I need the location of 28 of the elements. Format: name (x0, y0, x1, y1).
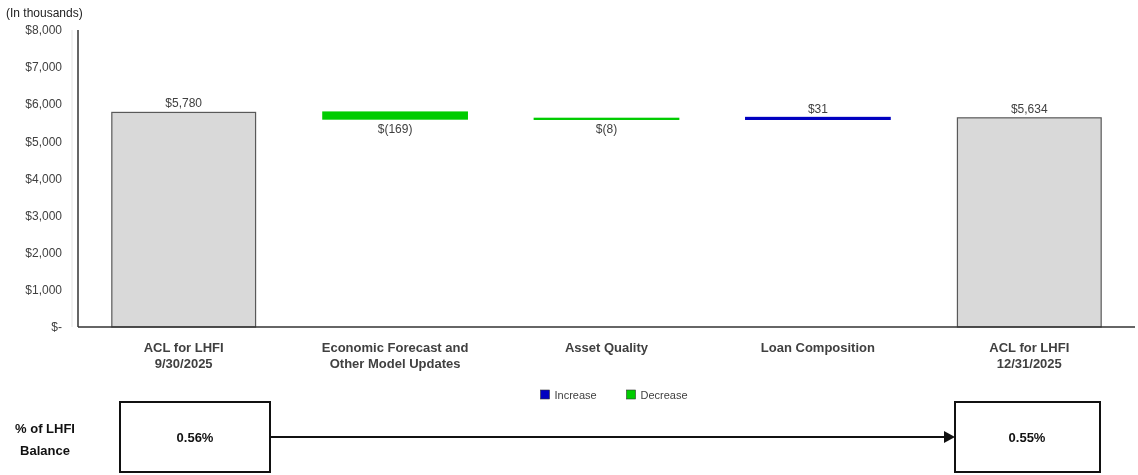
text: % of LHFI Balance (15, 421, 75, 458)
data-label: $(8) (595, 121, 618, 136)
x-tick-label: ACL for LHFI 12/31/2025 (989, 340, 1070, 371)
x-tick-label: Economic Forecast and Other Model Updates (321, 340, 469, 371)
y-tick-label: $4,000 (25, 171, 63, 186)
text: 0.55% (1008, 429, 1046, 445)
bar (322, 111, 468, 120)
text: 0.56% (176, 429, 214, 445)
data-label: $31 (807, 101, 829, 116)
y-tick-label: $7,000 (25, 60, 63, 75)
y-tick-label: $2,000 (25, 245, 63, 260)
legend-label: Increase (554, 388, 597, 401)
y-axis-title: (In thousands) (6, 6, 83, 20)
data-label: $(169) (377, 121, 413, 136)
x-tick-label: Loan Composition (760, 340, 875, 355)
y-tick-label: $1,000 (25, 283, 63, 298)
y-tick-label: $6,000 (25, 97, 63, 112)
x-tick-label: Asset Quality (564, 340, 649, 355)
data-label: $5,780 (165, 96, 203, 111)
bar (956, 117, 1102, 328)
legend-label: Decrease (640, 388, 688, 401)
data-label: $5,634 (1010, 101, 1048, 116)
y-tick-label: $5,000 (25, 134, 63, 149)
y-tick-label: $- (51, 320, 62, 335)
x-tick-label: ACL for LHFI 9/30/2025 (143, 340, 224, 371)
bar (111, 111, 257, 328)
y-tick-label: $8,000 (25, 23, 63, 38)
y-tick-label: $3,000 (25, 208, 63, 223)
